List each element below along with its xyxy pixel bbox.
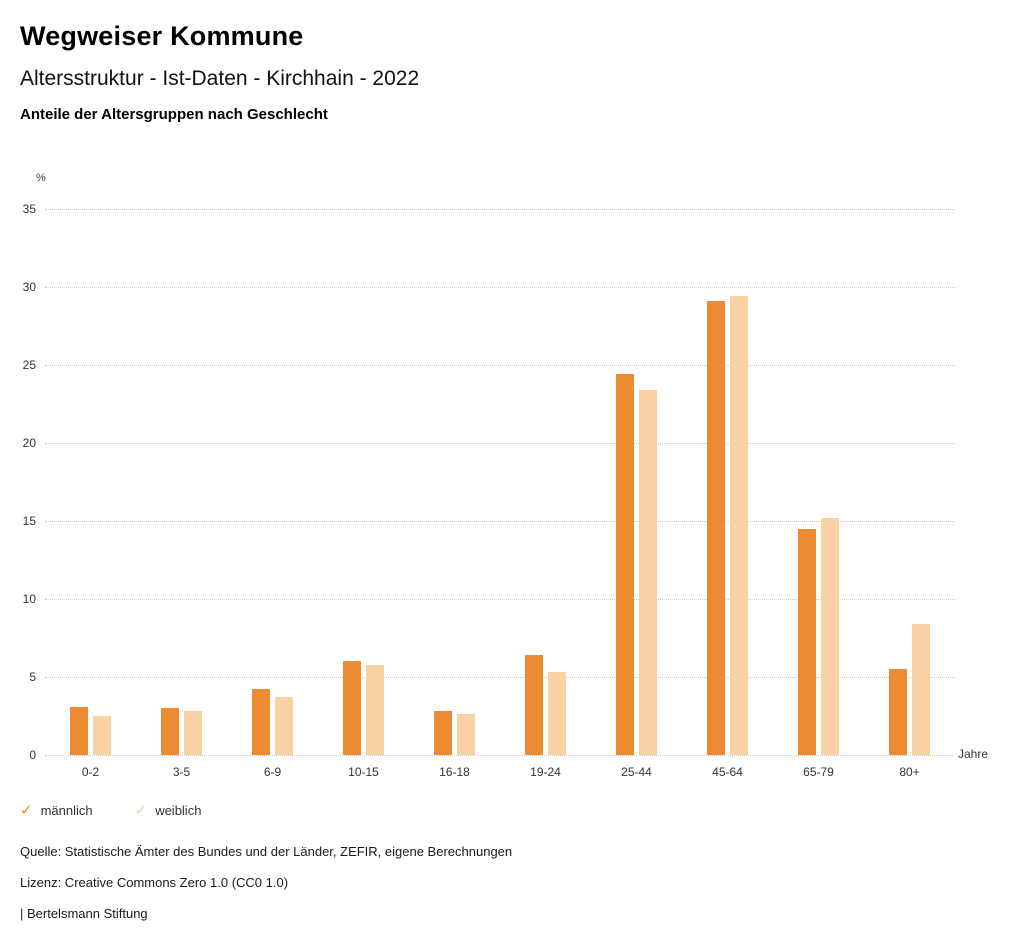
bar-group-25-44 <box>591 209 682 755</box>
y-tick-label: 35 <box>22 202 36 216</box>
bar-weiblich-16-18[interactable] <box>457 714 475 755</box>
y-axis-unit-label: % <box>36 172 46 184</box>
y-tick-label: 5 <box>29 670 36 684</box>
x-tick-label: 16-18 <box>439 765 470 779</box>
bar-männlich-65-79[interactable] <box>798 528 816 755</box>
gridline <box>45 287 955 288</box>
chart-subtitle: Altersstruktur - Ist-Daten - Kirchhain -… <box>20 67 420 90</box>
x-tick-label: 65-79 <box>803 765 834 779</box>
x-tick-label: 3-5 <box>172 765 191 779</box>
x-axis-label: Jahre <box>958 747 989 761</box>
gridline <box>45 365 955 366</box>
chart-legend: ✓ männlich ✓ weiblich <box>20 803 201 818</box>
gridline <box>45 755 955 756</box>
legend-label-weiblich: weiblich <box>155 803 202 818</box>
x-tick-label: 45-64 <box>712 765 743 779</box>
bar-weiblich-3-5[interactable] <box>184 711 202 755</box>
bar-männlich-45-64[interactable] <box>707 301 725 755</box>
bar-weiblich-65-79[interactable] <box>821 517 839 755</box>
x-axis-tick-labels: 0-2 3-5 6-9 10-15 16-18 19-24 25-44 45-64 65-79 8… <box>45 765 955 779</box>
license-text: Lizenz: Creative Commons Zero 1.0 (CC0 1… <box>20 875 289 890</box>
bar-männlich-3-5[interactable] <box>161 708 179 755</box>
legend-label-maennlich: männlich <box>40 803 93 818</box>
attribution-text: | Bertelsmann Stiftung <box>20 906 148 921</box>
bar-männlich-10-15[interactable] <box>343 661 361 755</box>
x-tick-label: 6-9 <box>263 765 282 779</box>
bar-group-3-5 <box>136 209 227 755</box>
gridline <box>45 443 955 444</box>
bar-männlich-19-24[interactable] <box>525 655 543 755</box>
y-tick-label: 30 <box>22 280 36 294</box>
source-text: Quelle: Statistische Ämter des Bundes un… <box>20 844 513 859</box>
plot-area <box>45 209 955 756</box>
bar-group-16-18 <box>409 209 500 755</box>
checkmark-icon: ✓ <box>20 802 33 819</box>
page-title: Wegweiser Kommune <box>20 21 304 51</box>
bar-weiblich-0-2[interactable] <box>93 716 111 755</box>
bar-weiblich-19-24[interactable] <box>548 672 566 755</box>
gridline <box>45 599 955 600</box>
gridline <box>45 521 955 522</box>
bar-group-19-24 <box>500 209 591 755</box>
legend-item-weiblich[interactable]: ✓ weiblich <box>135 803 202 818</box>
y-tick-label: 10 <box>22 592 36 606</box>
x-tick-label: 80+ <box>899 765 920 779</box>
y-axis-tick-labels: 0 5 10 15 20 25 30 35 <box>0 202 36 762</box>
bar-männlich-0-2[interactable] <box>70 706 88 755</box>
bar-weiblich-45-64[interactable] <box>730 296 748 755</box>
gridline <box>45 209 955 210</box>
chart-heading: Anteile der Altersgruppen nach Geschlech… <box>20 106 328 123</box>
y-tick-label: 25 <box>22 358 36 372</box>
bar-weiblich-25-44[interactable] <box>639 389 657 755</box>
x-tick-label: 0-2 <box>81 765 100 779</box>
bar-männlich-16-18[interactable] <box>434 711 452 755</box>
bar-group-65-79 <box>773 209 864 755</box>
gridline <box>45 677 955 678</box>
bar-weiblich-6-9[interactable] <box>275 697 293 755</box>
bar-männlich-25-44[interactable] <box>616 374 634 755</box>
bar-weiblich-80+[interactable] <box>912 623 930 755</box>
bar-group-0-2 <box>45 209 136 755</box>
x-tick-label: 25-44 <box>621 765 652 779</box>
bar-group-10-15 <box>318 209 409 755</box>
bar-männlich-6-9[interactable] <box>252 689 270 755</box>
y-tick-label: 20 <box>22 436 36 450</box>
bar-männlich-80+[interactable] <box>889 669 907 755</box>
bar-group-6-9 <box>227 209 318 755</box>
y-tick-label: 0 <box>29 748 36 762</box>
legend-item-maennlich[interactable]: ✓ männlich <box>20 803 93 818</box>
bar-weiblich-10-15[interactable] <box>366 664 384 755</box>
bar-group-45-64 <box>682 209 773 755</box>
checkmark-icon: ✓ <box>134 802 148 819</box>
x-tick-label: 10-15 <box>348 765 379 779</box>
bar-group-80+ <box>864 209 955 755</box>
x-tick-label: 19-24 <box>530 765 561 779</box>
y-tick-label: 15 <box>22 514 36 528</box>
